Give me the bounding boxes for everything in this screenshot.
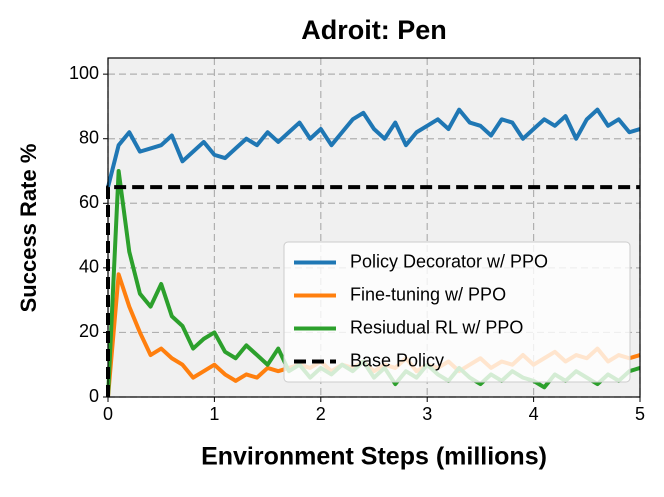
- y-tick-label: 40: [79, 257, 99, 277]
- y-tick-label: 60: [79, 192, 99, 212]
- x-tick-label: 2: [316, 404, 326, 424]
- y-axis-label: Success Rate %: [16, 144, 41, 313]
- x-tick-label: 1: [209, 404, 219, 424]
- legend-box: [283, 241, 631, 383]
- legend-label: Base Policy: [350, 350, 444, 370]
- chart-title: Adroit: Pen: [301, 15, 447, 45]
- x-tick-label: 5: [635, 404, 645, 424]
- x-axis-label: Environment Steps (millions): [201, 443, 547, 471]
- x-tick-label: 0: [103, 404, 113, 424]
- y-tick-label: 80: [79, 127, 99, 147]
- legend-label: Resiudual RL w/ PPO: [350, 317, 523, 337]
- legend-label: Policy Decorator w/ PPO: [350, 251, 548, 271]
- y-tick-label: 20: [79, 321, 99, 341]
- x-tick-label: 3: [422, 404, 432, 424]
- plot-frame: [107, 57, 641, 398]
- legend-label: Fine-tuning w/ PPO: [350, 284, 506, 304]
- x-tick-label: 4: [529, 404, 539, 424]
- y-tick-label: 100: [69, 63, 99, 83]
- y-tick-label: 0: [89, 386, 99, 406]
- series-line: [106, 107, 641, 188]
